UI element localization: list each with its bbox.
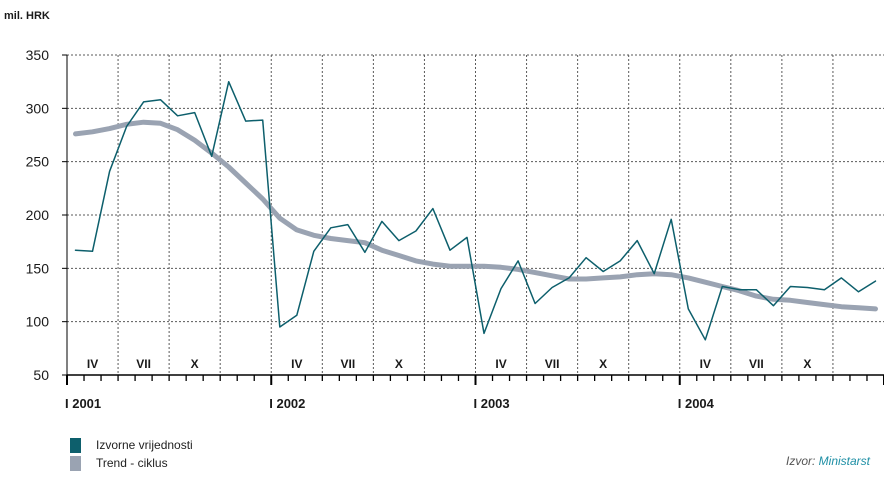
grid-layer — [67, 54, 884, 375]
quarter-label: IV — [87, 357, 98, 371]
label-layer: 50 100 150 200 250 300 350 IV VII X IV VII X IV VII X IV… — [26, 47, 812, 411]
y-tick-label: 250 — [26, 154, 50, 170]
year-label: I 2003 — [474, 396, 510, 411]
y-tick-label: 300 — [26, 100, 50, 116]
year-label: I 2004 — [678, 396, 715, 411]
y-tick-label: 150 — [26, 260, 50, 276]
year-label: I 2001 — [65, 396, 101, 411]
quarter-label: X — [803, 357, 811, 371]
tick-layer — [62, 54, 884, 385]
legend-item-izvorne: Izvorne vrijednosti — [70, 436, 193, 454]
quarter-label: VII — [341, 357, 356, 371]
legend-swatch-trend — [70, 455, 81, 471]
quarter-label: VII — [136, 357, 151, 371]
quarter-label: IV — [700, 357, 711, 371]
quarter-label: VII — [749, 357, 764, 371]
legend-swatch-izvorne — [70, 437, 81, 453]
y-tick-label: 200 — [26, 207, 50, 223]
source-prefix: Izvor: — [785, 454, 819, 468]
unit-label: mil. HRK — [4, 10, 50, 22]
year-label: I 2002 — [269, 396, 305, 411]
quarter-label: X — [395, 357, 403, 371]
legend-label-trend: Trend - ciklus — [96, 456, 168, 470]
legend: Izvorne vrijednosti Trend - ciklus — [70, 436, 193, 472]
line-chart: mil. HRK 50 100 150 200 250 300 350 IV VII X IV VII… — [4, 10, 884, 411]
quarter-label: IV — [291, 357, 302, 371]
legend-label-izvorne: Izvorne vrijednosti — [96, 438, 193, 452]
source-link[interactable]: Ministarst — [818, 454, 870, 468]
y-tick-label: 350 — [26, 47, 50, 63]
y-tick-label: 100 — [26, 314, 50, 330]
series-layer — [73, 80, 878, 341]
quarter-label: VII — [545, 357, 560, 371]
series-line-izvorne — [74, 80, 877, 341]
y-tick-label: 50 — [33, 367, 49, 383]
source-note: Izvor: Ministarst — [786, 454, 870, 468]
quarter-label: X — [599, 357, 607, 371]
quarter-label: IV — [495, 357, 506, 371]
legend-item-trend: Trend - ciklus — [70, 454, 193, 472]
quarter-label: X — [191, 357, 199, 371]
